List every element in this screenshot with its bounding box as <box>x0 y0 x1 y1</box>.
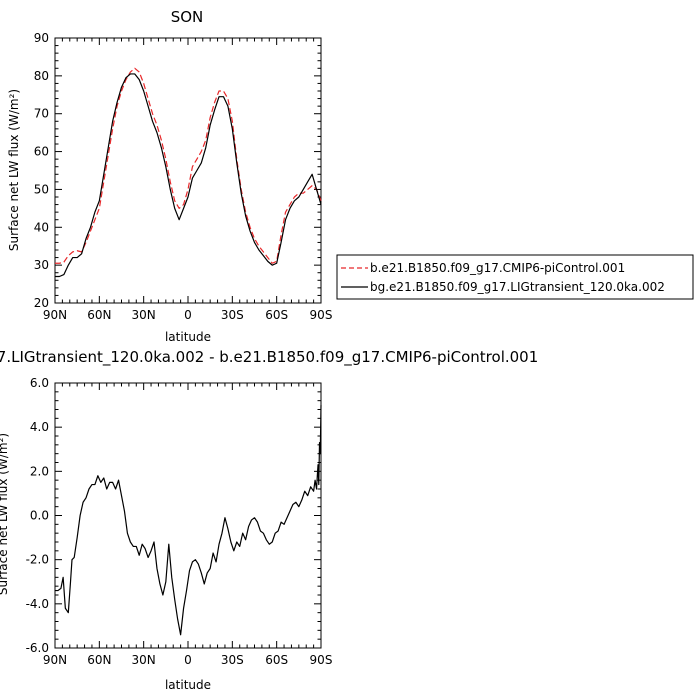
legend-label-picontrol: b.e21.B1850.f09_g17.CMIP6-piControl.001 <box>370 261 625 275</box>
y-tick-label: 40 <box>34 220 49 234</box>
legend-label-ligtransient: bg.e21.B1850.f09_g17.LIGtransient_120.0k… <box>370 280 665 294</box>
bottom-y-axis-label: Surface net LW flux (W/m²) <box>0 433 10 595</box>
legend: b.e21.B1850.f09_g17.CMIP6-piControl.001 … <box>336 254 694 300</box>
y-tick-label: -6.0 <box>26 641 49 655</box>
x-tick-label: 30S <box>221 308 244 322</box>
x-tick-label: 90S <box>310 308 333 322</box>
x-tick-label: 90S <box>310 653 333 667</box>
y-tick-label: 90 <box>34 31 49 45</box>
y-tick-label: -2.0 <box>26 553 49 567</box>
x-tick-label: 60N <box>87 653 111 667</box>
x-tick-label: 0 <box>184 308 192 322</box>
y-tick-label: 70 <box>34 107 49 121</box>
top-panel: SON 90N 60N 30N 0 30S 60S 90S2030405060708090 … <box>7 8 332 344</box>
bottom-x-axis-label: latitude <box>165 678 211 692</box>
series-line-ligtransient <box>55 73 322 278</box>
series-line-difference <box>55 405 322 636</box>
y-tick-label: 80 <box>34 69 49 83</box>
top-x-axis-label: latitude <box>165 330 211 344</box>
bottom-panel: bg.e21.B1850.f09_g17.LIGtransient_120.0k… <box>0 348 538 692</box>
x-tick-label: 60N <box>87 308 111 322</box>
x-tick-label: 60S <box>265 308 288 322</box>
y-tick-label: 30 <box>34 258 49 272</box>
x-tick-label: 90N <box>43 653 67 667</box>
legend-box <box>336 254 694 300</box>
top-chart-title: SON <box>171 8 204 26</box>
y-tick-label: 0.0 <box>30 509 49 523</box>
y-tick-label: 50 <box>34 182 49 196</box>
top-series-group <box>55 67 322 278</box>
top-tick-labels: 90N 60N 30N 0 30S 60S 90S 20 30 40 50 60 70 80 90 <box>34 31 333 322</box>
top-y-axis-label: Surface net LW flux (W/m²) <box>7 89 21 251</box>
bottom-plot-frame <box>54 382 322 649</box>
y-tick-label: -4.0 <box>26 597 49 611</box>
bottom-tick-marks <box>54 382 322 649</box>
y-tick-label: 60 <box>34 145 49 159</box>
series-line-picontrol <box>55 67 322 264</box>
y-tick-label: 4.0 <box>30 420 49 434</box>
bottom-series-group <box>55 405 322 636</box>
bottom-tick-labels: 90N 60N 30N 0 30S 60S 90S -6.0 -4.0 -2.0 0.0 2.0 4.0… <box>26 376 333 667</box>
x-tick-label: 60S <box>265 653 288 667</box>
y-tick-label: 6.0 <box>30 376 49 390</box>
x-tick-label: 30S <box>221 653 244 667</box>
y-tick-label: 2.0 <box>30 464 49 478</box>
top-plot-frame <box>54 37 322 304</box>
bottom-chart-title: bg.e21.B1850.f09_g17.LIGtransient_120.0k… <box>0 348 538 367</box>
y-tick-label: 20 <box>34 296 49 310</box>
top-tick-marks <box>54 37 322 304</box>
x-tick-label: 0 <box>184 653 192 667</box>
x-tick-label: 30N <box>132 653 156 667</box>
x-tick-label: 90N <box>43 308 67 322</box>
x-tick-label: 30N <box>132 308 156 322</box>
